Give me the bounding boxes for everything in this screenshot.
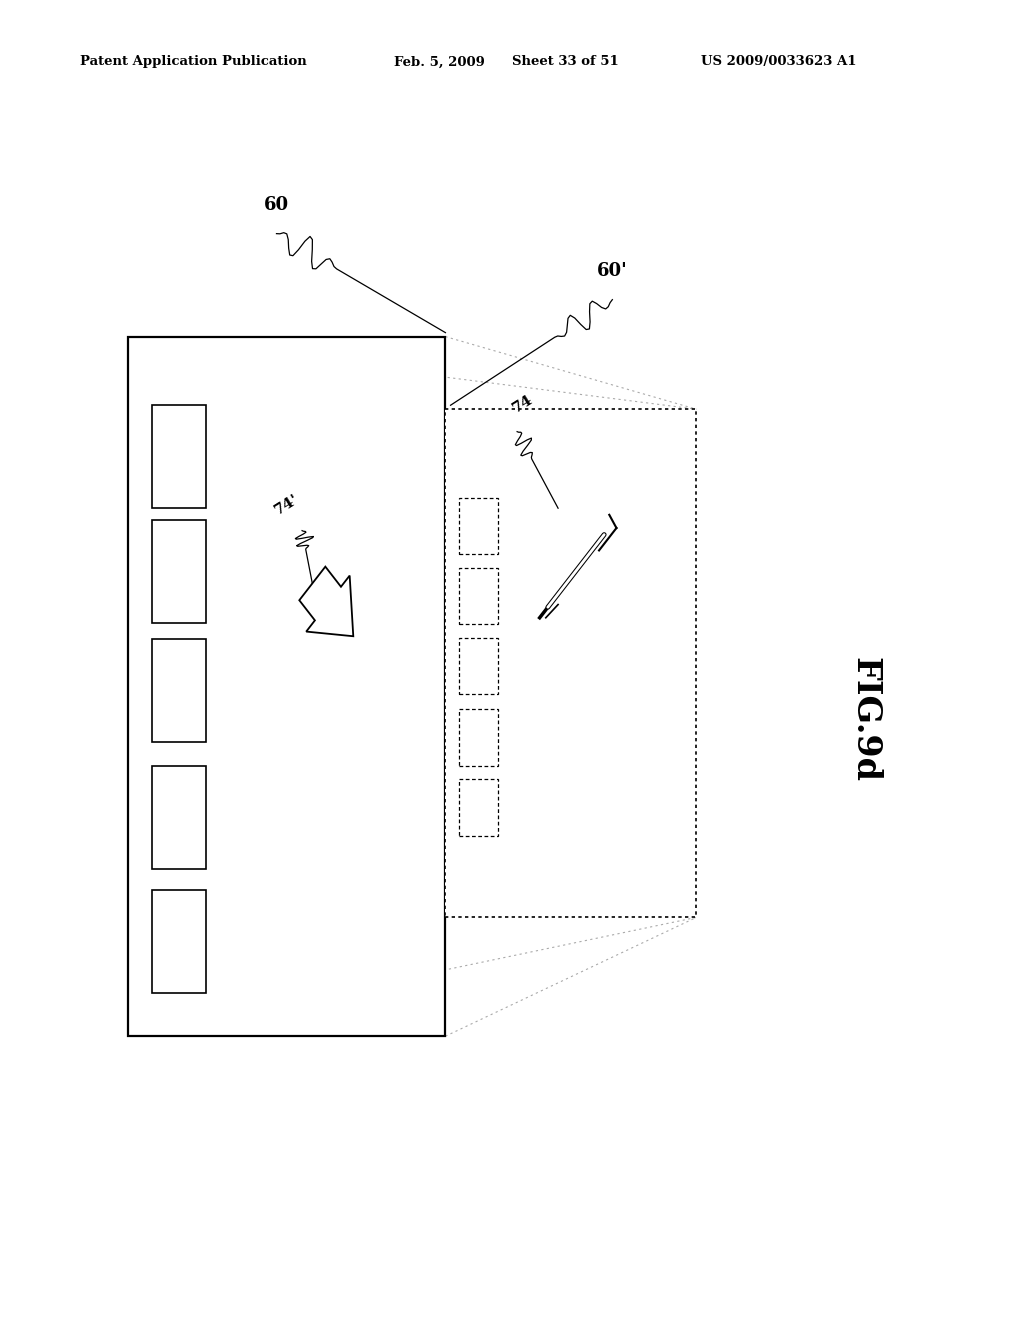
Bar [445,409,696,917]
Text: US 2009/0033623 A1: US 2009/0033623 A1 [701,55,857,69]
Bar [459,709,498,766]
Bar [128,337,445,1036]
Text: 74': 74' [272,492,301,517]
Bar [152,520,206,623]
Bar [152,405,206,508]
Bar [152,766,206,869]
Bar [459,568,498,624]
Text: 60': 60' [597,261,628,280]
Text: 74: 74 [510,392,535,416]
Bar [152,639,206,742]
Text: FIG.9d: FIG.9d [849,657,882,781]
Bar [152,890,206,993]
Text: Sheet 33 of 51: Sheet 33 of 51 [512,55,618,69]
Bar [459,638,498,694]
Bar [459,498,498,554]
Bar [459,779,498,836]
Text: 60: 60 [264,195,289,214]
Text: Feb. 5, 2009: Feb. 5, 2009 [394,55,485,69]
Text: Patent Application Publication: Patent Application Publication [80,55,306,69]
